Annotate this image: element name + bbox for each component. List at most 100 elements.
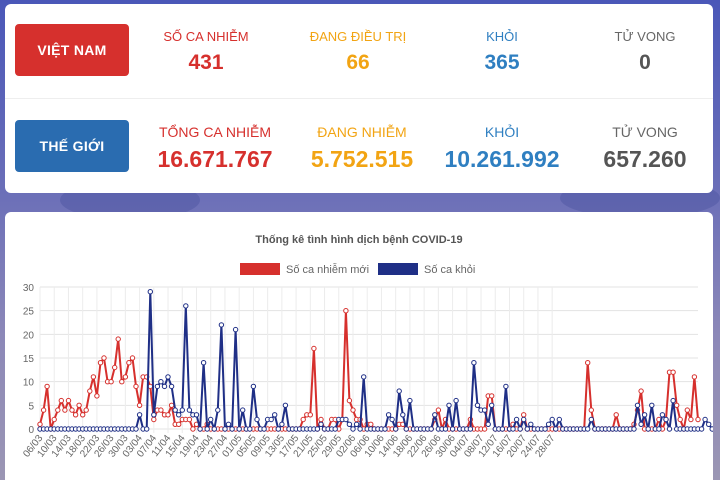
data-point-recovered[interactable] xyxy=(268,416,274,423)
data-point-recovered[interactable] xyxy=(510,426,516,432)
data-point-recovered[interactable] xyxy=(133,426,139,432)
data-point-recovered[interactable] xyxy=(542,426,548,432)
data-point-recovered[interactable] xyxy=(250,383,257,390)
data-point-recovered[interactable] xyxy=(585,426,591,432)
data-point-new-cases[interactable] xyxy=(300,416,306,423)
data-point-new-cases[interactable] xyxy=(481,426,488,432)
data-point-new-cases[interactable] xyxy=(670,369,676,375)
data-point-new-cases[interactable] xyxy=(40,407,47,413)
data-point-new-cases[interactable] xyxy=(97,360,104,366)
data-point-recovered[interactable] xyxy=(663,416,669,423)
data-point-recovered[interactable] xyxy=(503,383,509,390)
data-point-recovered[interactable] xyxy=(314,426,321,432)
world-tag[interactable]: THẾ GIỚI xyxy=(15,120,129,172)
data-point-new-cases[interactable] xyxy=(318,416,324,423)
data-point-recovered[interactable] xyxy=(471,360,477,366)
data-point-recovered[interactable] xyxy=(474,402,481,409)
data-point-recovered[interactable] xyxy=(172,407,178,413)
data-point-recovered[interactable] xyxy=(588,416,594,423)
data-point-new-cases[interactable] xyxy=(343,308,349,314)
data-point-recovered[interactable] xyxy=(353,421,360,428)
data-point-new-cases[interactable] xyxy=(94,393,100,399)
data-point-new-cases[interactable] xyxy=(311,345,317,352)
data-point-new-cases[interactable] xyxy=(83,407,89,413)
data-point-new-cases[interactable] xyxy=(129,355,136,361)
data-point-recovered[interactable] xyxy=(666,426,673,432)
data-point-recovered[interactable] xyxy=(485,421,491,428)
data-point-new-cases[interactable] xyxy=(69,407,75,413)
data-point-new-cases[interactable] xyxy=(691,374,698,380)
data-point-recovered[interactable] xyxy=(168,383,175,390)
data-point-recovered[interactable] xyxy=(346,421,353,428)
legend-label-recovered[interactable]: Số ca khỏi xyxy=(424,264,475,276)
data-point-recovered[interactable] xyxy=(282,402,289,409)
legend-swatch-new-cases[interactable] xyxy=(240,263,280,275)
data-point-recovered[interactable] xyxy=(229,426,235,432)
data-point-new-cases[interactable] xyxy=(350,407,356,413)
vietnam-tag[interactable]: VIỆT NAM xyxy=(15,24,129,76)
data-point-new-cases[interactable] xyxy=(613,412,619,418)
data-point-recovered[interactable] xyxy=(453,397,459,404)
data-point-recovered[interactable] xyxy=(645,426,651,432)
data-point-recovered[interactable] xyxy=(197,426,203,432)
data-point-new-cases[interactable] xyxy=(119,379,125,385)
data-point-recovered[interactable] xyxy=(279,421,285,428)
data-point-new-cases[interactable] xyxy=(126,360,132,366)
data-point-recovered[interactable] xyxy=(254,416,260,423)
data-point-new-cases[interactable] xyxy=(346,397,353,404)
data-point-new-cases[interactable] xyxy=(158,407,164,413)
data-point-recovered[interactable] xyxy=(545,421,552,428)
data-point-recovered[interactable] xyxy=(176,412,182,418)
data-point-recovered[interactable] xyxy=(382,426,388,432)
data-point-recovered[interactable] xyxy=(393,426,399,432)
data-point-recovered[interactable] xyxy=(208,416,214,423)
data-point-recovered[interactable] xyxy=(499,426,506,432)
data-point-new-cases[interactable] xyxy=(176,421,182,428)
data-point-recovered[interactable] xyxy=(400,412,406,418)
data-point-new-cases[interactable] xyxy=(588,407,594,413)
data-point-new-cases[interactable] xyxy=(37,421,43,428)
data-point-new-cases[interactable] xyxy=(55,407,61,413)
data-point-recovered[interactable] xyxy=(144,426,150,432)
data-point-recovered[interactable] xyxy=(154,383,161,390)
data-point-recovered[interactable] xyxy=(641,412,648,418)
data-point-recovered[interactable] xyxy=(161,383,168,390)
data-point-new-cases[interactable] xyxy=(674,402,680,409)
data-point-recovered[interactable] xyxy=(432,412,438,418)
data-point-recovered[interactable] xyxy=(656,426,662,432)
legend-label-new-cases[interactable]: Số ca nhiễm mới xyxy=(286,263,369,276)
data-point-recovered[interactable] xyxy=(634,402,641,409)
data-point-new-cases[interactable] xyxy=(688,416,694,423)
data-point-recovered[interactable] xyxy=(151,412,157,418)
data-point-new-cases[interactable] xyxy=(136,402,143,409)
data-point-recovered[interactable] xyxy=(225,421,232,428)
data-point-recovered[interactable] xyxy=(489,402,495,409)
data-point-recovered[interactable] xyxy=(240,407,246,413)
data-point-recovered[interactable] xyxy=(158,379,164,385)
data-point-recovered[interactable] xyxy=(183,303,189,309)
data-point-recovered[interactable] xyxy=(179,407,186,413)
data-point-new-cases[interactable] xyxy=(168,402,175,409)
data-point-recovered[interactable] xyxy=(528,421,534,428)
data-point-recovered[interactable] xyxy=(556,416,562,423)
data-point-recovered[interactable] xyxy=(218,322,225,328)
data-point-recovered[interactable] xyxy=(136,412,143,418)
data-point-new-cases[interactable] xyxy=(585,360,591,366)
data-point-new-cases[interactable] xyxy=(122,374,129,380)
data-point-recovered[interactable] xyxy=(361,374,367,380)
data-point-new-cases[interactable] xyxy=(108,379,114,385)
data-point-recovered[interactable] xyxy=(318,421,324,428)
data-point-recovered[interactable] xyxy=(396,388,402,394)
data-point-recovered[interactable] xyxy=(670,397,676,404)
data-point-recovered[interactable] xyxy=(407,397,413,404)
data-point-recovered[interactable] xyxy=(521,416,527,423)
data-point-new-cases[interactable] xyxy=(165,412,171,418)
data-point-recovered[interactable] xyxy=(204,426,210,432)
data-point-recovered[interactable] xyxy=(389,416,395,423)
data-point-new-cases[interactable] xyxy=(51,416,57,423)
data-point-new-cases[interactable] xyxy=(115,336,121,342)
data-point-new-cases[interactable] xyxy=(368,421,374,428)
data-point-new-cases[interactable] xyxy=(76,402,82,409)
data-point-recovered[interactable] xyxy=(193,412,200,418)
data-point-recovered[interactable] xyxy=(215,407,221,413)
